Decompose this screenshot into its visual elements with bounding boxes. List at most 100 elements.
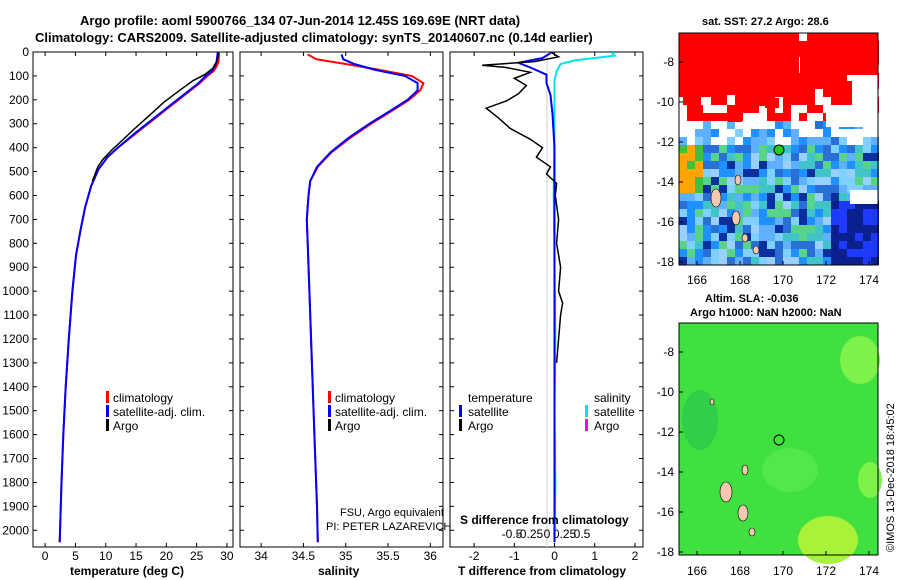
- sst-cell: [799, 257, 807, 265]
- sst-cell: [823, 233, 831, 241]
- sst-cell: [759, 217, 767, 225]
- sst-cell: [703, 153, 711, 161]
- sst-cell: [815, 257, 823, 265]
- sst-cell: [751, 233, 759, 241]
- sst-cell: [735, 145, 743, 153]
- sst-cell: [871, 161, 879, 169]
- sst-cell: [735, 249, 743, 257]
- sst-cell: [815, 233, 823, 241]
- sst-cell: [823, 89, 831, 97]
- sst-cell: [791, 225, 799, 233]
- sst-cell: [711, 105, 719, 113]
- sst-cell: [735, 185, 743, 193]
- salinity-legend: climatology satellite-adj. clim. Argo: [328, 391, 427, 433]
- sst-cell: [775, 201, 783, 209]
- sst-cell: [735, 225, 743, 233]
- sst-cell: [791, 177, 799, 185]
- sst-cell: [807, 233, 815, 241]
- sst-cell: [847, 225, 855, 233]
- sst-cell: [703, 145, 711, 153]
- sst-cell: [791, 217, 799, 225]
- sst-cell: [751, 105, 759, 113]
- sst-cell: [847, 209, 855, 217]
- y-tick-label: 900: [9, 260, 29, 274]
- sst-cell: [735, 241, 743, 249]
- sst-cell: [831, 257, 839, 265]
- sst-cell: [839, 241, 847, 249]
- sst-cell: [711, 257, 719, 265]
- sst-cell: [767, 145, 775, 153]
- sst-cell: [735, 97, 743, 105]
- difference-legend-salinity: salinity satellite Argo: [585, 391, 635, 433]
- sst-cell: [863, 129, 871, 137]
- sla-map-frame: [678, 322, 879, 556]
- legend-label-argo: Argo: [113, 419, 139, 433]
- island-shape: [752, 245, 760, 255]
- sst-cell: [839, 97, 847, 105]
- sst-cell: [687, 177, 695, 185]
- island-shape: [741, 233, 749, 243]
- sst-cell: [823, 249, 831, 257]
- sst-cell: [799, 201, 807, 209]
- sst-cell: [807, 169, 815, 177]
- sst-cell: [783, 177, 791, 185]
- sst-cell: [831, 241, 839, 249]
- sst-cell: [727, 209, 735, 217]
- x-tick-label: 35.5: [376, 549, 400, 563]
- sst-cell: [719, 153, 727, 161]
- legend-swatch-satellite: [328, 405, 331, 417]
- sst-cell: [775, 113, 783, 121]
- sla-blob: [840, 336, 880, 384]
- sst-cell: [871, 233, 879, 241]
- sla-blob: [858, 462, 882, 498]
- sst-cell: [743, 137, 751, 145]
- sst-cell: [679, 129, 687, 137]
- sst-cell: [783, 169, 791, 177]
- sst-cell: [847, 257, 855, 265]
- sst-cell: [687, 257, 695, 265]
- sst-cell: [823, 153, 831, 161]
- sst-cell: [735, 137, 743, 145]
- legend-label-climatology: climatology: [335, 391, 395, 405]
- sst-cell: [695, 153, 703, 161]
- map-lat-label: -18: [657, 545, 675, 559]
- sst-cell: [815, 249, 823, 257]
- sst-cell: [735, 153, 743, 161]
- sst-cell: [783, 137, 791, 145]
- sst-cell: [775, 241, 783, 249]
- sst-cell: [767, 185, 775, 193]
- map-lat-label: -12: [657, 135, 675, 149]
- sst-cell: [863, 249, 871, 257]
- sst-cell: [687, 201, 695, 209]
- sst-cell: [815, 129, 823, 137]
- sst-red-block: [728, 112, 742, 122]
- legend-label-argo: Argo: [335, 419, 361, 433]
- sst-cell: [751, 201, 759, 209]
- map-lat-label: -16: [657, 505, 675, 519]
- island-shape: [734, 174, 742, 186]
- sst-cell: [751, 169, 759, 177]
- sst-cell: [767, 241, 775, 249]
- sst-cell: [679, 217, 687, 225]
- sst-cell: [775, 161, 783, 169]
- sst-cell: [855, 153, 863, 161]
- sst-cell: [767, 105, 775, 113]
- sst-cell: [855, 177, 863, 185]
- sst-cell: [847, 81, 855, 89]
- sst-cell: [727, 145, 735, 153]
- sst-cell: [743, 257, 751, 265]
- sst-cell: [687, 137, 695, 145]
- sst-cell: [799, 129, 807, 137]
- sst-cell: [759, 185, 767, 193]
- sst-cell: [687, 225, 695, 233]
- sst-cell: [815, 153, 823, 161]
- temperature-argo-line: [91, 53, 220, 182]
- sst-cell: [679, 137, 687, 145]
- x-tick-label: -2: [469, 549, 480, 563]
- sst-cell: [703, 209, 711, 217]
- sst-cell: [839, 225, 847, 233]
- sst-cell: [751, 161, 759, 169]
- sst-cell: [791, 97, 799, 105]
- sst-cell: [767, 193, 775, 201]
- legend-label-satellite: satellite-adj. clim.: [113, 405, 205, 419]
